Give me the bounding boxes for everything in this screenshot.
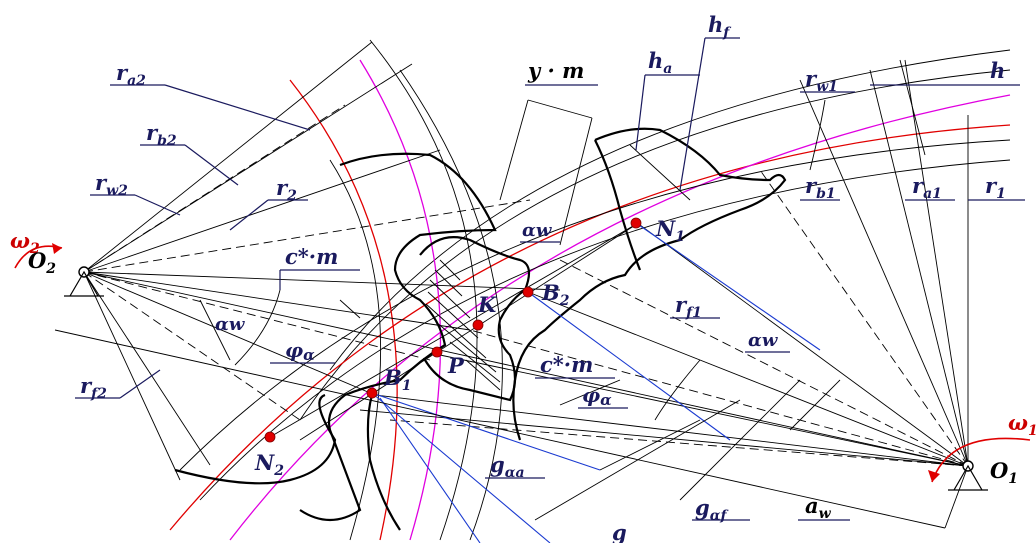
label-rw1: rw1 <box>805 66 838 95</box>
label-alpha-w-3: αw <box>748 330 779 351</box>
gear1-tooth-left-flank <box>594 139 642 271</box>
gear1-tooth-mid <box>419 236 531 402</box>
label-ra1: ra1 <box>912 173 942 202</box>
label-rb2: rb2 <box>146 120 177 149</box>
omega1-arrow <box>931 437 1031 483</box>
label-B2: B2 <box>541 280 570 309</box>
label-cm-upper: c*·m <box>285 244 338 269</box>
label-r1: r1 <box>985 173 1006 202</box>
gear1-arc-inner <box>199 159 1011 501</box>
label-g-aa: gαa <box>490 452 525 481</box>
center-line <box>83 271 969 467</box>
gear1-outer-arc <box>299 69 1011 421</box>
tooth-profiles <box>174 127 787 531</box>
label-leaders <box>75 37 1025 521</box>
gear2-arc-a <box>329 159 382 541</box>
label-omega1: ω1 <box>1008 410 1036 439</box>
line-of-action-ext <box>269 221 641 438</box>
label-ha: ha <box>648 48 672 77</box>
label-K: K <box>477 292 497 317</box>
gear1-base-circle <box>229 94 1011 541</box>
label-N1: N1 <box>655 216 685 245</box>
gear1-dedendum-circle <box>179 139 1011 471</box>
label-h: h <box>990 58 1005 83</box>
gear2-radii <box>83 41 561 481</box>
label-phi-a-2: φα <box>582 383 612 409</box>
label-r2: r2 <box>276 175 297 204</box>
label-ym: y · m <box>527 58 584 83</box>
point-N1 <box>630 217 642 229</box>
support-O1 <box>948 464 988 491</box>
gear1-addendum-circle <box>329 49 1011 371</box>
label-g: g <box>612 520 627 543</box>
label-cm-lower: c*·m <box>540 352 593 377</box>
gear2-tooth-profile <box>299 152 497 521</box>
gear2-addendum-circle <box>369 39 478 541</box>
label-rf1: rf1 <box>675 292 702 321</box>
gear1-pitch-circle <box>169 124 1011 531</box>
dimension-marks <box>199 59 926 431</box>
point-B1 <box>366 387 378 399</box>
label-g-af: gαf <box>695 495 729 524</box>
label-B1: B1 <box>383 365 412 394</box>
label-O1: O1 <box>990 458 1018 487</box>
point-P <box>431 346 443 358</box>
support-O2 <box>64 270 104 297</box>
labels: ra2 rb2 rw2 r2 rf2 y · m ha hf rw1 h rb1… <box>10 12 1036 543</box>
label-ra2: ra2 <box>116 60 146 89</box>
gear1-radii <box>359 59 969 467</box>
gear1-tooth-profile <box>512 127 787 441</box>
gear1-tooth-inner <box>366 394 401 531</box>
label-rb1: rb1 <box>805 173 836 202</box>
gear2-arc-b <box>399 69 503 541</box>
action-lines <box>54 221 969 543</box>
label-aw: aw <box>805 493 832 522</box>
point-N2 <box>264 431 276 443</box>
line-of-action <box>299 221 641 441</box>
point-K <box>472 319 484 331</box>
label-omega2: ω2 <box>10 228 40 257</box>
label-N2: N2 <box>254 450 284 479</box>
label-phi-a-1: φα <box>285 338 315 364</box>
gear2-pitch-circle <box>289 79 398 541</box>
label-alpha-w-2: αw <box>215 314 246 335</box>
label-rw2: rw2 <box>95 170 128 199</box>
contact-hatch <box>425 259 501 391</box>
label-P: P <box>447 353 465 378</box>
label-hf: hf <box>708 12 732 41</box>
label-rf2: rf2 <box>80 373 107 402</box>
label-alpha-w-1: αw <box>522 220 553 241</box>
label-O2: O2 <box>28 248 56 277</box>
gear1-circles <box>169 49 1011 541</box>
rotation-arrows <box>14 243 1031 483</box>
point-B2 <box>522 286 534 298</box>
gear2-tooth-profile-lower <box>174 393 337 485</box>
points <box>64 217 988 491</box>
